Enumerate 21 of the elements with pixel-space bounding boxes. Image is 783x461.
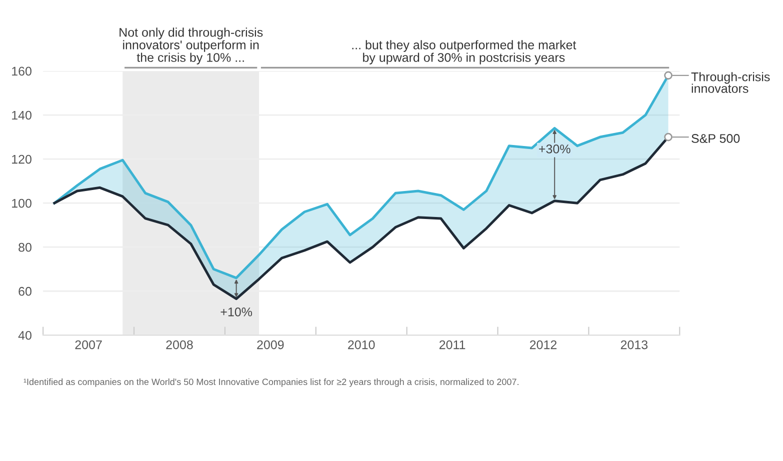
text: ... but they also outperformed the market by upward of 30% in postcrisis years <box>352 40 576 64</box>
y-tick-label: 40 <box>18 330 32 340</box>
y-tick-label: 160 <box>12 66 32 76</box>
x-tick-label: 2012 <box>530 340 557 350</box>
legend-label: Through-crisis innovators <box>691 72 770 93</box>
y-tick-label: 60 <box>18 286 32 296</box>
y-tick-label: 140 <box>12 110 32 120</box>
annotation: +10% <box>220 307 252 316</box>
legend-label: S&P 500 <box>692 134 740 143</box>
x-tick-label: 2008 <box>166 340 193 350</box>
annotation: +30% <box>539 144 570 154</box>
y-tick-label: 120 <box>12 154 32 164</box>
x-tick-label: 2013 <box>620 340 648 350</box>
x-tick-label: 2007 <box>75 340 102 350</box>
text: ¹Identified as companies on the World's 50 Most Innovative Companies list for ≥2 years through a crisis, normalized to 2007. <box>24 378 518 387</box>
y-tick-label: 100 <box>12 198 32 208</box>
band-label: Not only did through-crisis innovators' outperform in the crisis by 10% ... <box>120 28 263 64</box>
x-tick-label: 2011 <box>439 340 466 350</box>
x-tick-label: 2009 <box>257 340 284 350</box>
x-tick-label: 2010 <box>348 340 375 350</box>
y-tick-label: 80 <box>18 242 32 252</box>
